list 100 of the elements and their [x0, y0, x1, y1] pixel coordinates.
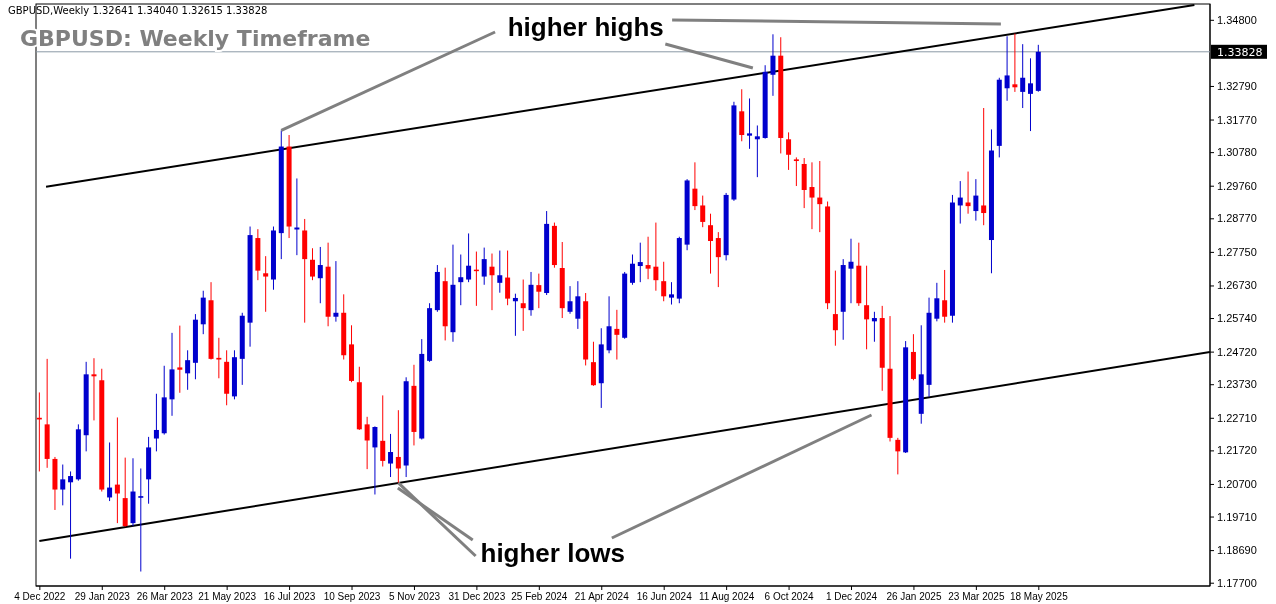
candlestick [505, 250, 511, 306]
candlestick [965, 171, 971, 215]
candlestick [871, 311, 877, 343]
candlestick [68, 470, 74, 560]
candlestick [715, 231, 721, 288]
candlestick [1020, 43, 1026, 109]
candlestick [739, 88, 745, 142]
x-tick-label: 10 Sep 2023 [323, 591, 381, 603]
x-tick-label: 18 May 2025 [1009, 591, 1069, 603]
candlestick [973, 178, 979, 222]
annotation: higher highs [507, 12, 664, 42]
y-tick-label: 1.28770 [1217, 212, 1257, 225]
x-tick-label: 16 Jul 2023 [263, 591, 316, 603]
candlestick [754, 124, 760, 178]
candlestick [629, 254, 635, 286]
candlestick [466, 232, 472, 283]
y-tick-label: 1.30780 [1217, 146, 1257, 159]
candlestick [107, 441, 113, 502]
candlestick [700, 195, 706, 228]
candlestick [809, 161, 815, 230]
candlestick [333, 260, 339, 323]
candlestick [372, 425, 378, 495]
candlestick [138, 467, 144, 573]
y-tick-label: 1.26730 [1217, 279, 1257, 292]
x-tick-label: 21 May 2023 [198, 591, 257, 603]
candlestick [942, 269, 948, 324]
candlestick [934, 282, 940, 322]
x-tick-label: 26 Mar 2023 [136, 591, 194, 603]
x-tick-label: 5 Nov 2023 [388, 591, 441, 603]
candlestick [1004, 35, 1010, 102]
candlestick [520, 279, 526, 332]
y-tick-label: 1.19710 [1217, 510, 1257, 523]
y-tick-label: 1.21720 [1217, 444, 1257, 457]
y-tick-label: 1.34800 [1217, 13, 1257, 26]
candlestick [567, 285, 573, 315]
candlestick [489, 253, 495, 311]
y-tick-label: 1.24720 [1217, 345, 1257, 358]
x-tick-label: 6 Oct 2024 [764, 591, 814, 603]
candlestick [661, 261, 667, 302]
candlestick [895, 437, 901, 475]
candlestick [575, 280, 581, 330]
candlestick [60, 464, 66, 506]
x-tick-label: 21 Apr 2024 [574, 591, 630, 603]
candlestick [864, 265, 870, 350]
candlestick [590, 341, 596, 387]
candlestick [153, 393, 159, 452]
y-tick-label: 1.32790 [1217, 79, 1257, 92]
candlestick [458, 254, 464, 306]
candlestick [770, 33, 776, 97]
x-tick-label: 4 Dec 2022 [14, 591, 66, 603]
x-tick-label: 25 Feb 2024 [511, 591, 568, 603]
x-tick-label: 29 Jan 2023 [74, 591, 131, 603]
x-tick-label: 26 Jan 2025 [886, 591, 942, 603]
candlestick [185, 349, 191, 391]
candlestick [708, 213, 714, 275]
candlestick [263, 255, 269, 313]
candlestick [637, 242, 643, 283]
y-tick-label: 1.31770 [1217, 113, 1257, 126]
x-tick-label: 23 Mar 2025 [948, 591, 1005, 603]
candlestick [981, 107, 987, 226]
candlestick [395, 409, 401, 484]
candlestick [317, 246, 323, 304]
candlestick [114, 416, 120, 524]
y-tick-label: 1.27750 [1217, 245, 1257, 258]
candlestick [536, 273, 542, 309]
candlestick [380, 394, 386, 468]
candlestick [310, 247, 315, 281]
annotation: higher lows [480, 538, 625, 568]
candlestick [497, 250, 503, 294]
candlestick [747, 97, 753, 150]
candlestick [653, 222, 659, 292]
x-tick-label: 1 Dec 2024 [825, 591, 878, 603]
y-tick-label: 1.20700 [1217, 477, 1257, 490]
candlestick [216, 337, 222, 379]
y-tick-label: 1.23730 [1217, 378, 1257, 391]
y-tick-label: 1.22710 [1217, 411, 1257, 424]
candlestick [481, 247, 487, 286]
candlestick [669, 281, 674, 306]
candlestick [614, 309, 620, 361]
y-tick-label: 1.29760 [1217, 179, 1257, 192]
candlestick [364, 416, 370, 470]
y-tick-label: 1.18690 [1217, 544, 1257, 557]
y-tick-label: 1.25740 [1217, 312, 1257, 325]
candlestick [645, 236, 651, 280]
candlestick [1012, 33, 1018, 93]
x-tick-label: 31 Dec 2023 [448, 591, 506, 603]
candlestick [692, 161, 698, 211]
y-tick-label: 1.17700 [1217, 576, 1257, 589]
candlestick [848, 238, 854, 304]
candlestick [786, 131, 792, 171]
candlestick [817, 160, 823, 233]
candlestick [388, 433, 394, 478]
ref-line-label: 1.33828 [1217, 45, 1263, 59]
candlestick [91, 357, 97, 421]
candlestick [832, 270, 838, 347]
x-tick-label: 11 Aug 2024 [698, 591, 755, 603]
candlestick [1028, 57, 1033, 132]
x-tick-label: 16 Jun 2024 [636, 591, 693, 603]
chart-subtitle: GBPUSD,Weekly 1.32641 1.34040 1.32615 1.33828 [8, 5, 268, 16]
candlestick [177, 325, 183, 394]
